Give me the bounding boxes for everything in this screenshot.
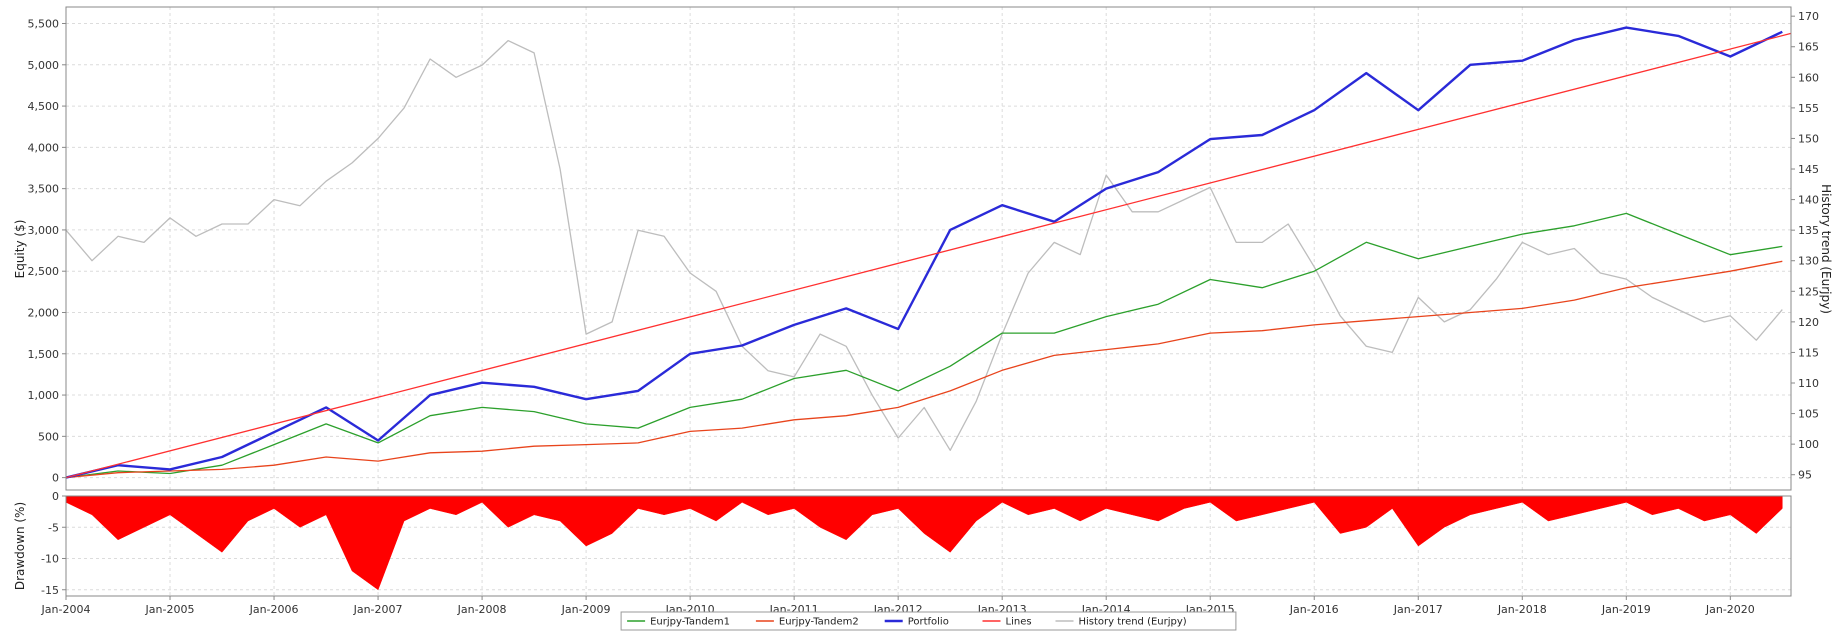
- legend-label-eurjpy-tandem1: Eurjpy-Tandem1: [650, 617, 730, 628]
- y-tick-label: 2,500: [28, 265, 60, 278]
- legend-label-eurjpy-tandem2: Eurjpy-Tandem2: [779, 617, 859, 628]
- series-line-eurjpy-tandem2: [65, 260, 1783, 479]
- series-line-portfolio: [65, 26, 1783, 479]
- y-tick-label: 5,500: [28, 18, 60, 31]
- legend-box: [620, 611, 1237, 631]
- x-tick-label: Jan-2005: [145, 603, 195, 616]
- x-tick-label: Jan-2007: [353, 603, 403, 616]
- y-tick-label: 1,500: [28, 348, 60, 361]
- y-axis-title: Equity ($): [13, 220, 27, 279]
- y-tick-label: 3,000: [28, 224, 60, 237]
- y-tick-label: 0: [52, 472, 59, 485]
- y2-tick-label: 125: [1798, 285, 1819, 298]
- x-tick-label: Jan-2008: [457, 603, 507, 616]
- y2-tick-label: 155: [1798, 102, 1819, 115]
- drawdown-plot-frame: [65, 495, 1792, 597]
- drawdown-area: [65, 495, 1783, 591]
- y-tick-label: 4,000: [28, 141, 60, 154]
- legend: Eurjpy-Tandem1 Eurjpy-Tandem2 Portfolio Lin…: [620, 611, 1237, 631]
- main-plot-frame: [65, 6, 1792, 491]
- y-tick-label: 3,500: [28, 183, 60, 196]
- x-tick-label: Jan-2020: [1705, 603, 1755, 616]
- y2-tick-label: 145: [1798, 163, 1819, 176]
- drawdown-tick-label: 0: [52, 490, 59, 503]
- x-tick-label: Jan-2018: [1497, 603, 1547, 616]
- y2-axis-title: History trend (Eurjpy): [1819, 184, 1833, 314]
- legend-label-lines: Lines: [1006, 617, 1032, 628]
- y2-tick-label: 120: [1798, 316, 1819, 329]
- y-tick-label: 500: [38, 430, 59, 443]
- drawdown-axis-title: Drawdown (%): [13, 502, 27, 590]
- y2-tick-label: 130: [1798, 255, 1819, 268]
- x-tick-label: Jan-2009: [561, 603, 611, 616]
- y2-tick-label: 135: [1798, 224, 1819, 237]
- y-tick-label: 5,000: [28, 59, 60, 72]
- legend-label-history-trend-eurjpy: History trend (Eurjpy): [1079, 617, 1187, 628]
- y2-tick-label: 95: [1798, 469, 1812, 482]
- legend-label-portfolio: Portfolio: [908, 617, 949, 628]
- x-tick-label: Jan-2004: [41, 603, 91, 616]
- y2-tick-label: 140: [1798, 194, 1819, 207]
- drawdown-tick-label: -10: [41, 553, 59, 566]
- y2-tick-label: 115: [1798, 346, 1819, 359]
- series-line-history-trend-eurjpy: [65, 39, 1783, 451]
- y2-tick-label: 160: [1798, 71, 1819, 84]
- series-line-eurjpy-tandem1: [65, 212, 1783, 479]
- y2-tick-label: 105: [1798, 408, 1819, 421]
- x-tick-label: Jan-2006: [249, 603, 299, 616]
- series-line-lines: [65, 32, 1792, 479]
- y2-tick-label: 100: [1798, 438, 1819, 451]
- x-tick-label: Jan-2016: [1289, 603, 1339, 616]
- drawdown-tick-label: -15: [41, 584, 59, 597]
- y-tick-label: 4,500: [28, 100, 60, 113]
- x-tick-label: Jan-2017: [1393, 603, 1443, 616]
- drawdown-tick-label: -5: [48, 521, 59, 534]
- y2-tick-label: 165: [1798, 41, 1819, 54]
- y-tick-label: 1,000: [28, 389, 60, 402]
- x-tick-label: Jan-2019: [1601, 603, 1651, 616]
- y2-tick-label: 110: [1798, 377, 1819, 390]
- y-tick-label: 2,000: [28, 306, 60, 319]
- y2-tick-label: 150: [1798, 132, 1819, 145]
- y2-tick-label: 170: [1798, 10, 1819, 23]
